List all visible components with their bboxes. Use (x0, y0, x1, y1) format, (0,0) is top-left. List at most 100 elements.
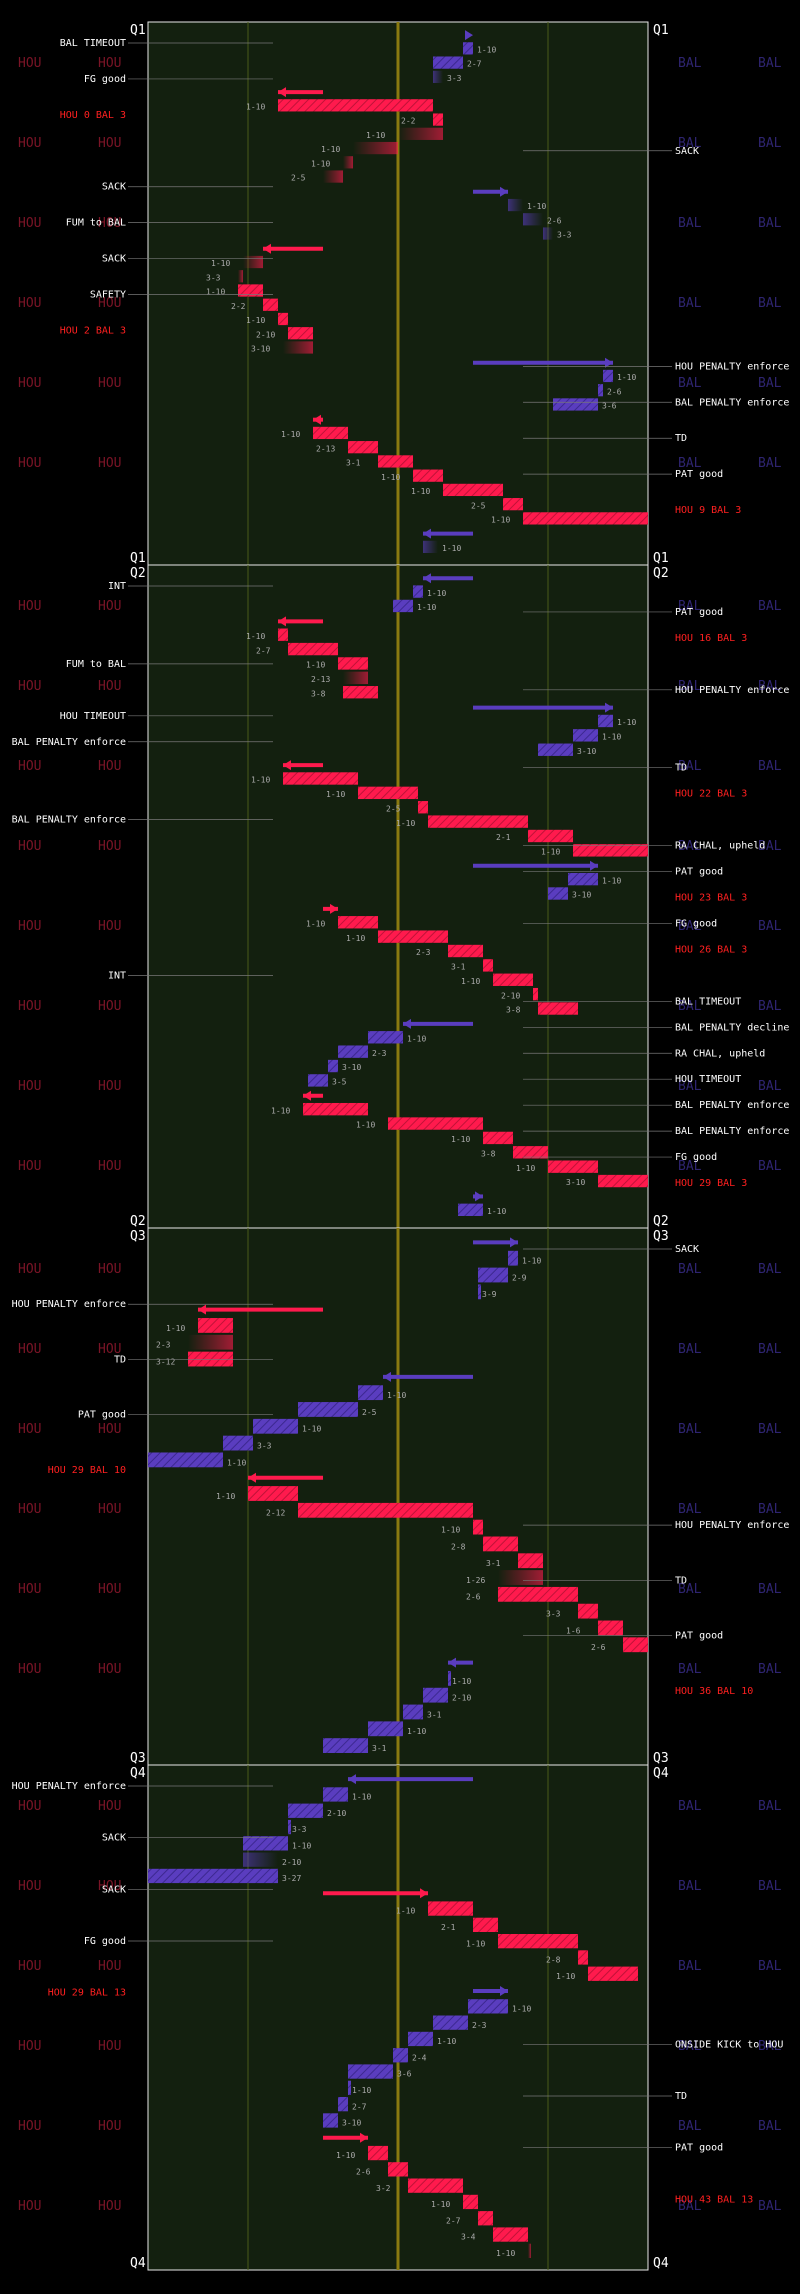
team-watermark-hou: HOU (98, 1662, 121, 1677)
play-bar (433, 2015, 468, 2030)
play-bar (518, 1553, 543, 1569)
team-watermark-bal: BAL (678, 1959, 702, 1974)
play-down-label: 1-10 (211, 259, 230, 268)
play-bar (338, 1045, 368, 1058)
play-down-label: 2-5 (362, 1408, 377, 1417)
play-bar (358, 1385, 383, 1401)
team-watermark-hou: HOU (18, 679, 41, 694)
play-bar (503, 498, 523, 511)
kickoff-arrow (510, 1237, 518, 1248)
team-watermark-bal: BAL (678, 679, 702, 694)
event-label-right: HOU 9 BAL 3 (675, 505, 741, 516)
play-down-label: 1-10 (487, 1207, 506, 1216)
play-down-label: 1-10 (516, 1164, 535, 1173)
play-bar (278, 312, 288, 326)
play-bar (483, 1131, 513, 1145)
kickoff-arrow (423, 573, 431, 584)
play-bar (378, 930, 448, 943)
quarter-label: Q1 (653, 551, 669, 566)
play-down-label: 2-3 (156, 1341, 171, 1350)
team-watermark-bal: BAL (758, 1342, 782, 1357)
play-bar (348, 2064, 393, 2079)
event-label-right: HOU 43 BAL 13 (675, 2194, 753, 2205)
play-down-label: 2-8 (546, 1956, 561, 1965)
event-label-left: INT (108, 970, 126, 981)
play-bar (523, 512, 648, 525)
event-label-right: SACK (675, 146, 699, 157)
kickoff-arrow (198, 1304, 206, 1315)
event-label-right: ONSIDE KICK to HOU (675, 2039, 783, 2050)
play-bar (578, 1950, 588, 1965)
event-label-right: PAT good (675, 867, 723, 878)
team-watermark-bal: BAL (758, 1959, 782, 1974)
play-down-label: 1-10 (271, 1106, 290, 1115)
event-label-left: BAL TIMEOUT (60, 38, 126, 49)
play-down-label: 3-8 (311, 689, 326, 698)
team-watermark-bal: BAL (678, 839, 702, 854)
team-watermark-bal: BAL (758, 1662, 782, 1677)
team-watermark-hou: HOU (98, 2039, 121, 2054)
play-bar (288, 327, 313, 340)
team-watermark-hou: HOU (18, 2119, 41, 2134)
play-down-label: 2-6 (356, 2168, 371, 2177)
play-down-label: 1-10 (617, 718, 636, 727)
play-down-label: 1-10 (387, 1391, 406, 1400)
play-down-label: 2-7 (256, 646, 271, 655)
play-down-label: 3-1 (372, 1744, 387, 1753)
team-watermark-bal: BAL (758, 999, 782, 1014)
event-label-right: FG good (675, 1152, 717, 1163)
play-down-label: 2-6 (466, 1593, 481, 1602)
team-watermark-hou: HOU (18, 2199, 41, 2214)
kickoff-arrow (423, 528, 431, 539)
team-watermark-hou: HOU (18, 1582, 41, 1597)
play-bar (478, 2211, 493, 2226)
play-bar (388, 1117, 483, 1130)
event-label-left: TD (114, 1354, 126, 1365)
play-bar (283, 772, 358, 785)
play-down-label: 3-1 (346, 459, 361, 468)
play-down-label: 2-1 (496, 833, 511, 842)
quarter-label: Q4 (653, 1766, 669, 1781)
play-down-label: 1-10 (206, 288, 225, 297)
team-watermark-bal: BAL (678, 216, 702, 231)
play-down-label: 3-8 (506, 1006, 521, 1015)
team-watermark-bal: BAL (758, 1159, 782, 1174)
play-down-label: 1-10 (302, 1425, 321, 1434)
play-down-label: 1-10 (541, 848, 560, 857)
team-watermark-bal: BAL (678, 1159, 702, 1174)
play-down-label: 1-10 (617, 373, 636, 382)
team-watermark-hou: HOU (18, 1799, 41, 1814)
play-down-label: 3-10 (342, 1063, 361, 1072)
event-label-left: SACK (102, 1833, 126, 1844)
event-label-right: HOU 26 BAL 3 (675, 944, 747, 955)
play-bar (418, 801, 428, 814)
team-watermark-hou: HOU (18, 1879, 41, 1894)
play-bar (533, 987, 538, 1001)
play-down-label: 1-10 (216, 1492, 235, 1501)
team-watermark-bal: BAL (758, 1422, 782, 1437)
play-bar (553, 398, 598, 411)
event-label-right: SACK (675, 1244, 699, 1255)
team-watermark-bal: BAL (758, 839, 782, 854)
play-down-label: 3-3 (292, 1825, 307, 1834)
team-watermark-hou: HOU (98, 136, 121, 151)
play-bar (148, 1452, 223, 1468)
play-down-label: 3-6 (397, 2070, 412, 2079)
team-watermark-bal: BAL (758, 679, 782, 694)
quarter-label: Q2 (130, 1214, 146, 1229)
event-label-right: RA CHAL, upheld (675, 1048, 765, 1059)
team-watermark-bal: BAL (678, 2199, 702, 2214)
play-bar (428, 815, 528, 828)
play-down-label: 3-1 (486, 1559, 501, 1568)
team-watermark-bal: BAL (678, 1799, 702, 1814)
team-watermark-bal: BAL (678, 1502, 702, 1517)
play-down-label: 1-10 (461, 977, 480, 986)
team-watermark-hou: HOU (98, 759, 121, 774)
play-down-label: 2-13 (316, 444, 335, 453)
play-down-label: 3-5 (332, 1078, 347, 1087)
event-label-right: BAL PENALTY enforce (675, 1126, 789, 1137)
play-down-label: 1-10 (306, 919, 325, 928)
team-watermark-hou: HOU (18, 1422, 41, 1437)
